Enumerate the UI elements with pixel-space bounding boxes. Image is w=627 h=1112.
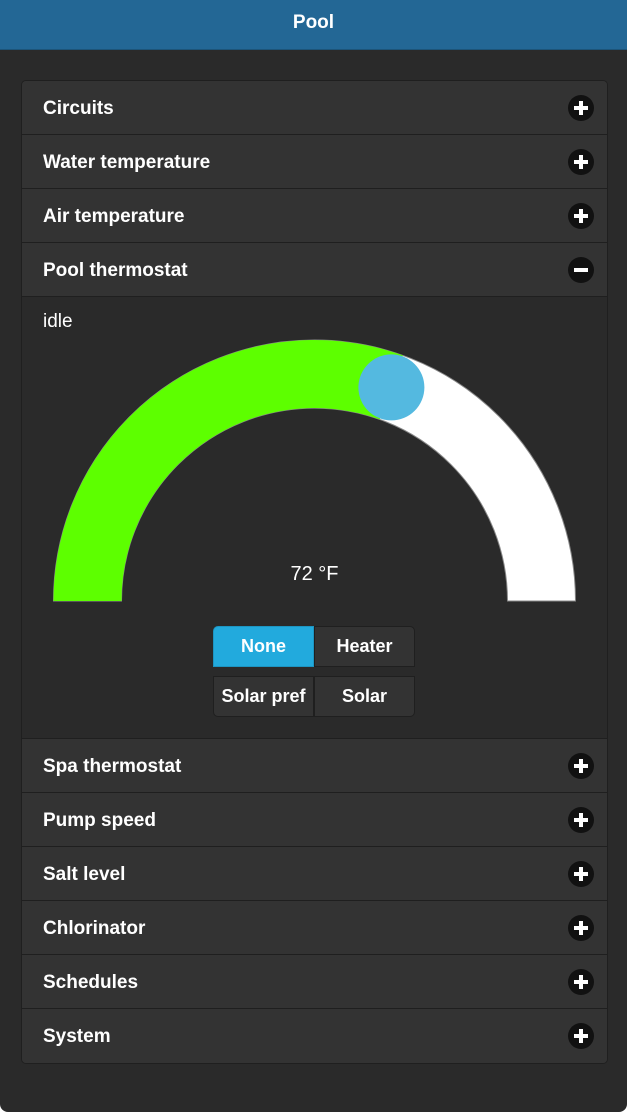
thermostat-gauge[interactable]: [22, 297, 607, 738]
section-spa-thermostat[interactable]: Spa thermostat: [22, 739, 607, 793]
plus-icon[interactable]: [568, 1023, 594, 1049]
section-title: Pool thermostat: [43, 260, 188, 281]
section-salt-level[interactable]: Salt level: [22, 847, 607, 901]
section-pool-thermostat[interactable]: Pool thermostat: [22, 243, 607, 297]
thermostat-status: idle: [43, 311, 73, 332]
section-water-temperature[interactable]: Water temperature: [22, 135, 607, 189]
gauge-fill: [53, 340, 403, 601]
section-title: Schedules: [43, 972, 139, 993]
mode-heater-button[interactable]: Heater: [314, 626, 415, 667]
mode-none-button[interactable]: None: [213, 626, 314, 667]
plus-icon[interactable]: [568, 969, 594, 995]
section-system[interactable]: System: [22, 1009, 607, 1063]
section-title: Air temperature: [43, 206, 185, 227]
section-title: Water temperature: [43, 152, 211, 173]
section-pump-speed[interactable]: Pump speed: [22, 793, 607, 847]
plus-icon[interactable]: [568, 861, 594, 887]
page-header: Pool: [0, 0, 627, 50]
section-chlorinator[interactable]: Chlorinator: [22, 901, 607, 955]
plus-icon[interactable]: [568, 915, 594, 941]
section-air-temperature[interactable]: Air temperature: [22, 189, 607, 243]
mode-solar-button[interactable]: Solar: [314, 676, 415, 717]
temperature-readout: 72 °F: [290, 563, 339, 585]
section-circuits[interactable]: Circuits: [22, 81, 607, 135]
plus-icon[interactable]: [568, 95, 594, 121]
section-title: Circuits: [43, 98, 114, 119]
minus-icon[interactable]: [568, 257, 594, 283]
setpoint-handle[interactable]: [358, 354, 425, 421]
page-title: Pool: [292, 12, 335, 33]
pool-thermostat-panel: idle 72 °F None Heater Solar pref Solar: [22, 297, 607, 739]
plus-icon[interactable]: [568, 753, 594, 779]
section-title: System: [43, 1026, 111, 1047]
accordion: Circuits Water temperature Air temperatu…: [21, 80, 608, 1064]
section-schedules[interactable]: Schedules: [22, 955, 607, 1009]
plus-icon[interactable]: [568, 149, 594, 175]
section-title: Chlorinator: [43, 918, 146, 939]
section-title: Salt level: [43, 864, 126, 885]
plus-icon[interactable]: [568, 807, 594, 833]
mode-solar-pref-button[interactable]: Solar pref: [213, 676, 314, 717]
plus-icon[interactable]: [568, 203, 594, 229]
section-title: Pump speed: [43, 810, 156, 831]
section-title: Spa thermostat: [43, 756, 182, 777]
